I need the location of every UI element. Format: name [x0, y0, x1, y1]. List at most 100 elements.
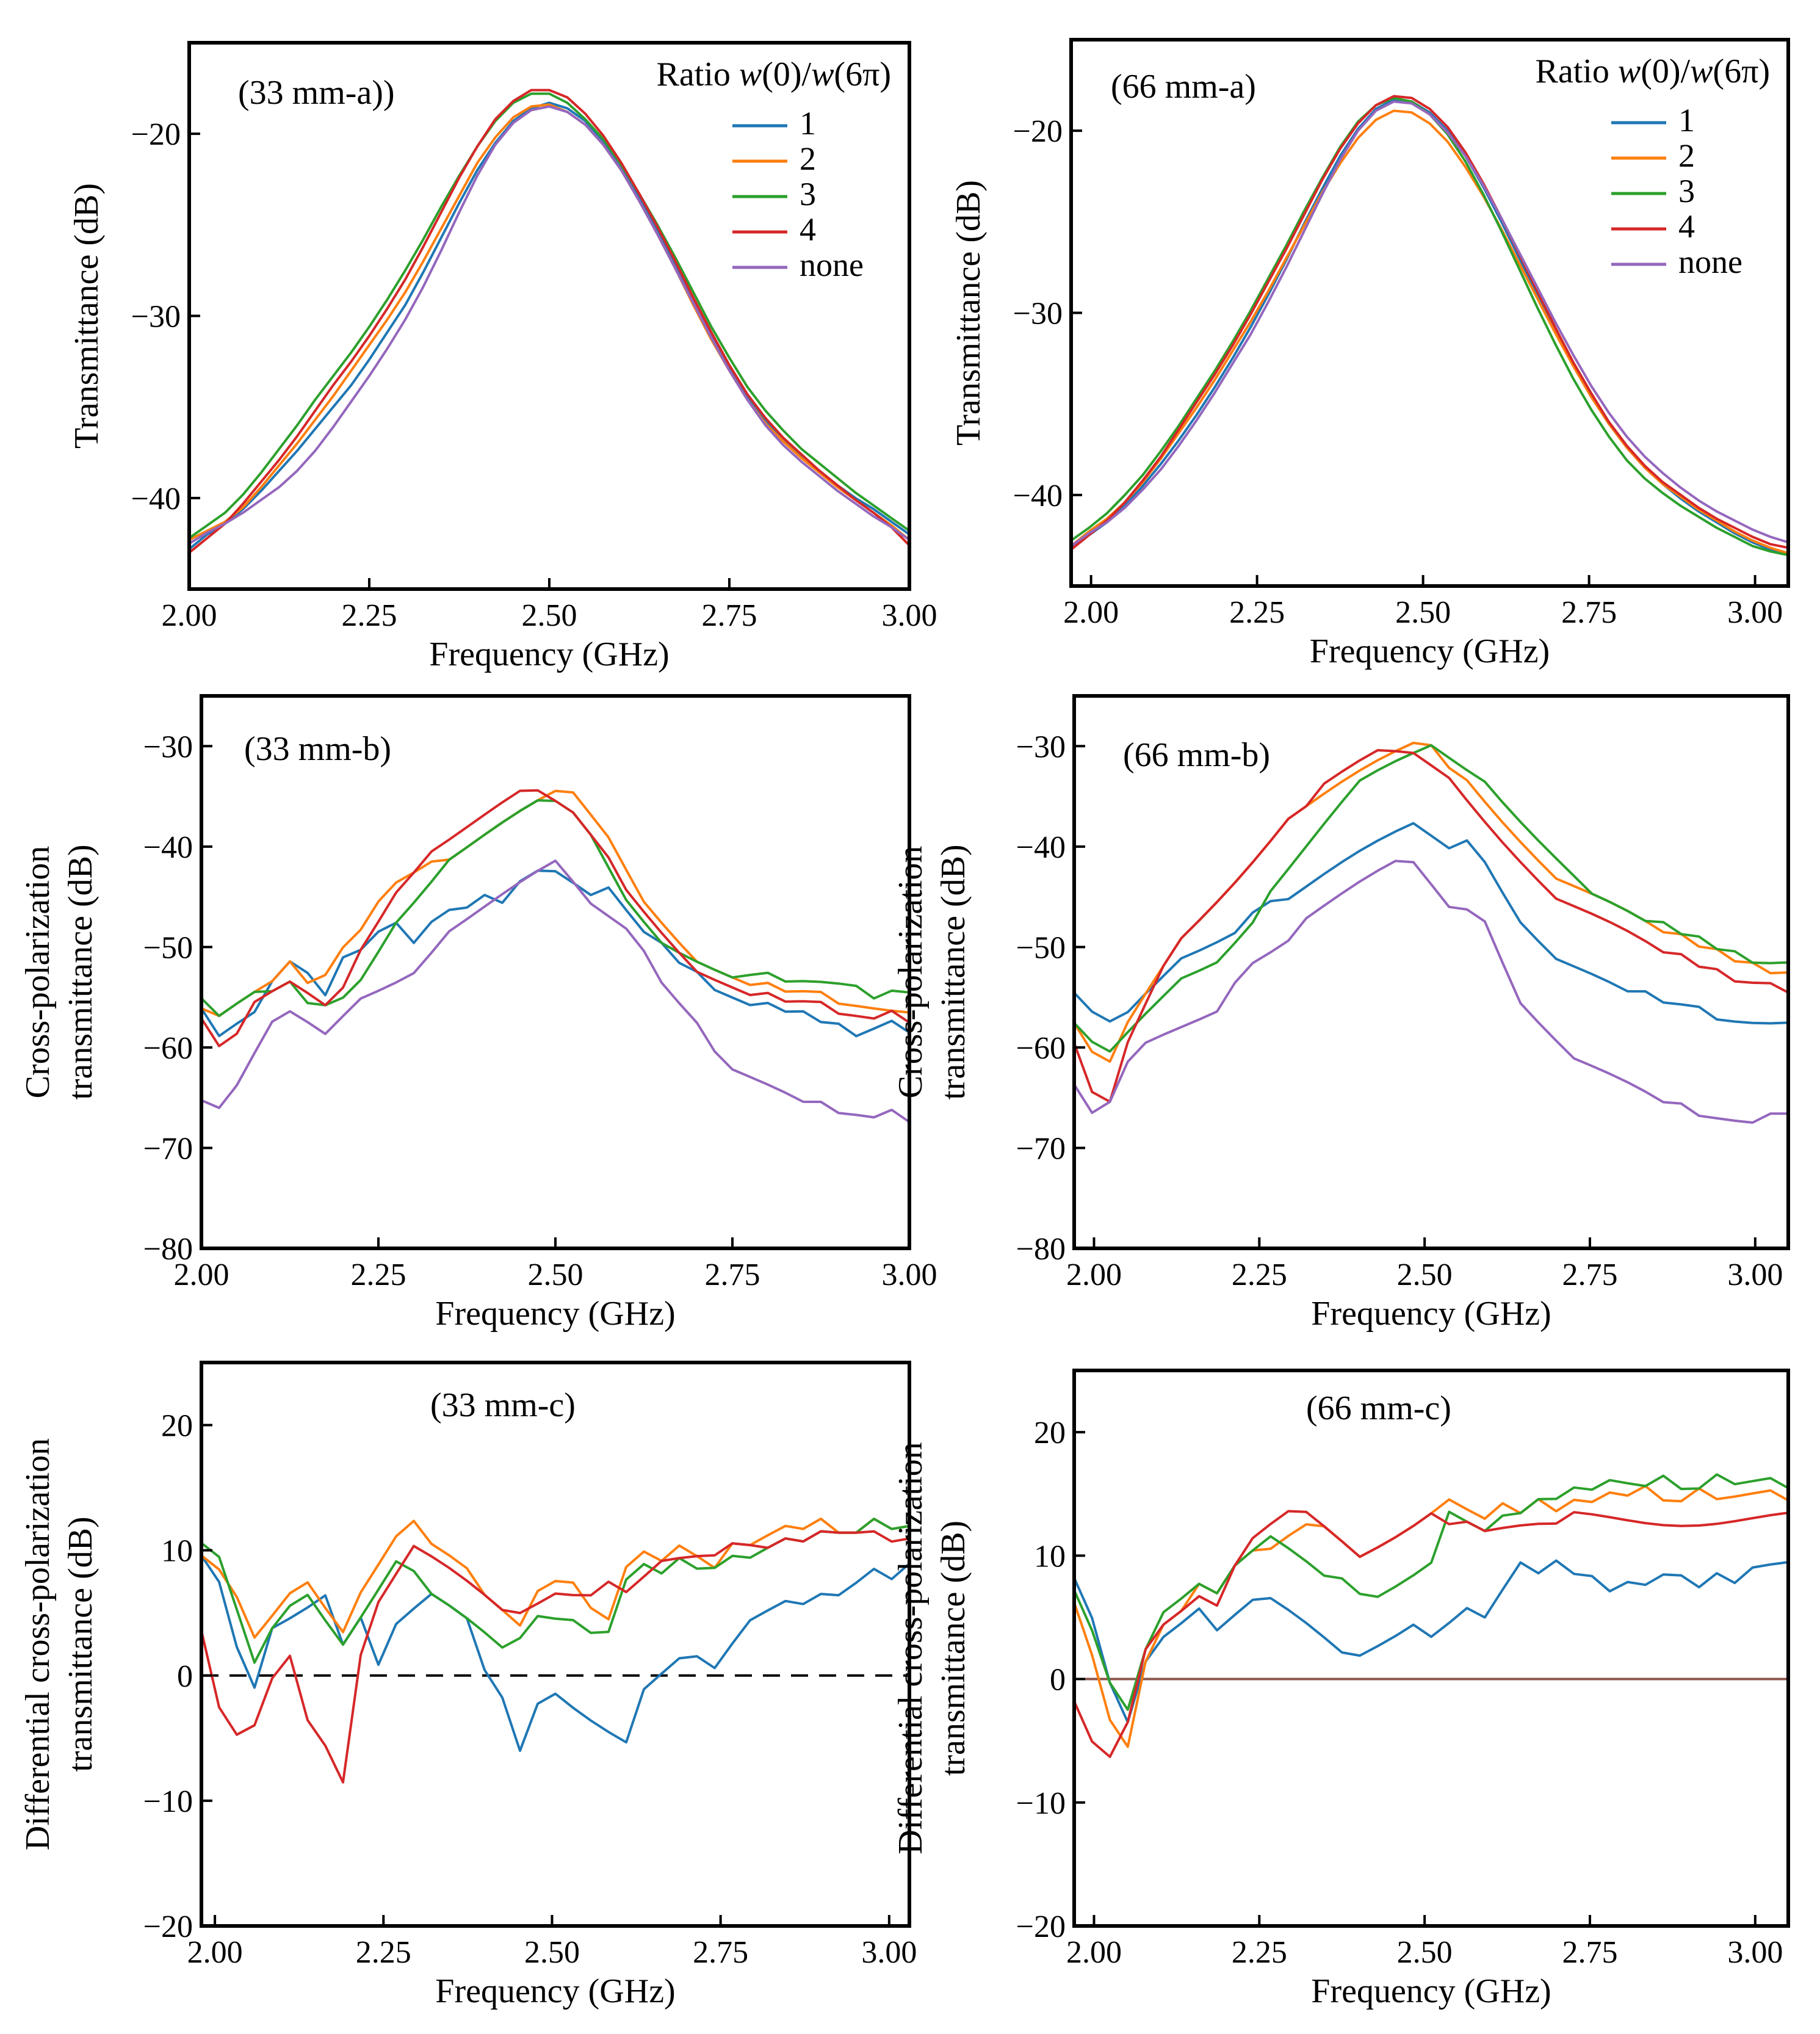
- x-axis-label: Frequency (GHz): [435, 1972, 675, 2010]
- series-line-2: [201, 789, 909, 1018]
- series-line-3: [1074, 744, 1788, 1053]
- panel-p33b: 2.00 2.25 2.50 2.75 3.00 −80 −70 −60 −50 −40 −30 Fr…: [19, 694, 937, 1333]
- legend-label-2: 2: [1678, 137, 1695, 174]
- y-tick-label: −50: [1016, 930, 1066, 965]
- legend-label-3: 3: [1678, 173, 1695, 209]
- x-tick-label: 2.00: [162, 598, 217, 633]
- x-tick-label: 2.00: [187, 1935, 243, 1970]
- legend-label-3: 3: [800, 176, 816, 212]
- y-tick-label: −30: [143, 729, 193, 764]
- panel-p33a: 2.00 2.25 2.50 2.75 3.00 −40 −30 −20 Frequency (…: [68, 41, 937, 673]
- panel-tag: (66 mm-c): [1306, 1389, 1451, 1427]
- x-tick-label: 2.50: [1397, 1258, 1453, 1292]
- panel-p66b: 2.00 2.25 2.50 2.75 3.00 −80 −70 −60 −50 −40 −30 Fr…: [892, 694, 1790, 1333]
- x-tick-label: 2.75: [702, 598, 757, 633]
- y-tick-label: −60: [143, 1031, 193, 1066]
- x-axis-label: Frequency (GHz): [429, 635, 669, 673]
- plot-frame: [1072, 694, 1790, 1250]
- y-axis-label: Differential cross-polarization: [892, 1442, 930, 1854]
- y-axis-label: Transmittance (dB): [68, 183, 106, 449]
- series-line-2: [189, 103, 909, 541]
- y-tick-label: −20: [131, 117, 181, 152]
- series-line-2: [201, 1518, 909, 1639]
- plot-frame: [1072, 1369, 1790, 1928]
- x-tick-label: 3.00: [1727, 1258, 1783, 1292]
- series-line-4: [201, 1530, 909, 1784]
- series-line-4: [1074, 749, 1788, 1103]
- x-tick-label: 2.50: [528, 1258, 583, 1292]
- series-line-4: [189, 89, 909, 554]
- series-line-none: [1071, 100, 1788, 548]
- series-line-none: [201, 860, 909, 1123]
- x-tick-label: 2.00: [1066, 1935, 1122, 1970]
- x-tick-label: 2.25: [1232, 1258, 1287, 1292]
- y-tick-label: −40: [1016, 830, 1066, 865]
- series-line-3: [1074, 1473, 1788, 1711]
- x-axis-label: Frequency (GHz): [1311, 1972, 1551, 2010]
- panel-tag: (33 mm-b): [244, 730, 391, 768]
- y-axis-label: Cross-polarization: [19, 846, 57, 1099]
- x-tick-label: 2.75: [705, 1258, 760, 1292]
- x-tick-label: 2.25: [1229, 595, 1285, 630]
- y-tick-label: 10: [161, 1534, 193, 1569]
- x-axis-label: Frequency (GHz): [435, 1295, 675, 1333]
- legend-title: Ratio w(0)/w(6π): [1536, 52, 1770, 90]
- panel-p66a: 2.00 2.25 2.50 2.75 3.00 −40 −30 −20 Frequency (…: [950, 38, 1790, 670]
- y-tick-label: 10: [1034, 1539, 1066, 1574]
- panel-p33c: 2.00 2.25 2.50 2.75 3.00 −20 −10 0 10 20 Frequency…: [19, 1361, 917, 2010]
- x-tick-label: 2.50: [1397, 1935, 1453, 1970]
- y-tick-label: −40: [131, 482, 181, 516]
- y-axis-label: transmittance (dB): [62, 844, 99, 1099]
- series-line-4: [201, 789, 909, 1048]
- y-tick-label: −80: [143, 1232, 193, 1267]
- x-axis-label: Frequency (GHz): [1311, 1295, 1551, 1333]
- panel-tag: (66 mm-b): [1123, 736, 1270, 774]
- x-tick-label: 2.50: [1395, 595, 1451, 630]
- panel-tag: (33 mm-c): [430, 1386, 576, 1424]
- y-axis-label: Differential cross-polarization: [19, 1438, 57, 1850]
- panel-tag: (33 mm-a)): [238, 74, 395, 112]
- y-tick-label: −10: [1016, 1786, 1066, 1821]
- y-tick-label: −20: [1016, 1909, 1066, 1944]
- series-line-4: [1071, 95, 1788, 551]
- y-axis-label: transmittance (dB): [934, 844, 972, 1099]
- plot-frame: [200, 1361, 911, 1928]
- x-tick-label: 3.00: [882, 1258, 937, 1292]
- x-tick-label: 3.00: [1727, 595, 1783, 630]
- legend-title: Ratio w(0)/w(6π): [657, 56, 891, 93]
- x-tick-label: 3.00: [1727, 1935, 1783, 1970]
- x-tick-label: 3.00: [882, 598, 937, 633]
- y-tick-label: 0: [177, 1659, 193, 1694]
- panel-tag: (66 mm-a): [1111, 68, 1256, 106]
- x-tick-label: 2.75: [1561, 595, 1617, 630]
- y-tick-label: 20: [161, 1409, 193, 1444]
- x-tick-label: 3.00: [861, 1935, 917, 1970]
- y-tick-label: −30: [1013, 297, 1063, 331]
- x-tick-label: 2.75: [1562, 1258, 1618, 1292]
- y-tick-label: −30: [1016, 729, 1066, 764]
- y-tick-label: −40: [1013, 479, 1063, 513]
- x-tick-label: 2.00: [174, 1258, 229, 1292]
- series-line-none: [189, 105, 909, 545]
- x-axis-label: Frequency (GHz): [1310, 632, 1550, 670]
- y-axis-label: Cross-polarization: [892, 846, 930, 1099]
- series-line-1: [189, 101, 909, 551]
- series-line-1: [1074, 822, 1788, 1025]
- y-tick-label: −20: [1013, 114, 1063, 149]
- x-tick-label: 2.25: [1232, 1935, 1287, 1970]
- y-tick-label: 0: [1050, 1663, 1066, 1698]
- x-tick-label: 2.00: [1063, 595, 1119, 630]
- legend-label-4: 4: [800, 211, 816, 248]
- legend-label-4: 4: [1678, 208, 1695, 245]
- series-line-3: [189, 92, 909, 540]
- x-tick-label: 2.75: [1562, 1935, 1618, 1970]
- y-tick-label: −40: [143, 830, 193, 865]
- y-tick-label: −10: [143, 1784, 193, 1819]
- y-axis-label: transmittance (dB): [62, 1516, 99, 1772]
- y-tick-label: −30: [131, 300, 181, 335]
- x-tick-label: 2.75: [693, 1935, 748, 1970]
- series-line-4: [1074, 1510, 1788, 1758]
